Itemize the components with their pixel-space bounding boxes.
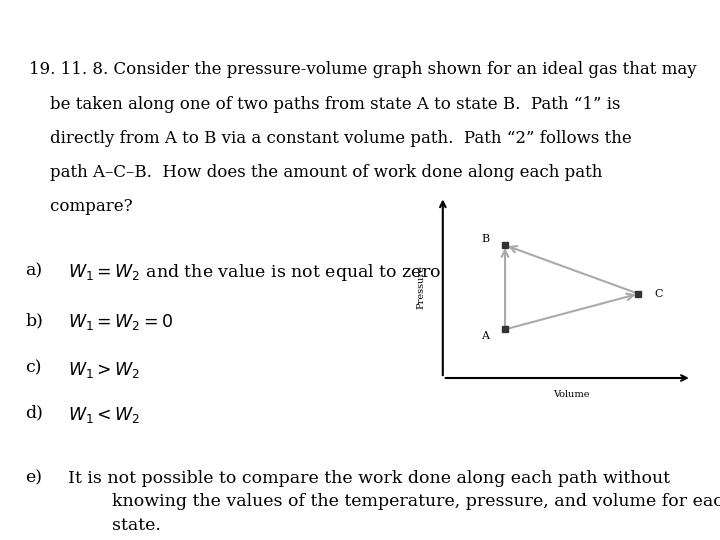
Text: path A–C–B.  How does the amount of work done along each path: path A–C–B. How does the amount of work …: [29, 164, 602, 181]
Text: b): b): [25, 312, 43, 329]
Text: It is not possible to compare the work done along each path without
        know: It is not possible to compare the work d…: [68, 470, 720, 534]
Text: WILEY: WILEY: [52, 9, 125, 30]
Text: C: C: [654, 289, 662, 299]
Text: Volume: Volume: [554, 390, 590, 399]
Text: directly from A to B via a constant volume path.  Path “2” follows the: directly from A to B via a constant volu…: [29, 130, 631, 146]
Text: B: B: [481, 234, 489, 244]
Text: c): c): [25, 360, 42, 376]
Text: A: A: [481, 331, 489, 341]
Text: a): a): [25, 262, 42, 279]
Text: $W_1 > W_2$: $W_1 > W_2$: [68, 360, 141, 380]
Text: e): e): [25, 470, 42, 487]
Text: $W_1 = W_2 = 0$: $W_1 = W_2 = 0$: [68, 312, 174, 332]
Text: Pressure: Pressure: [416, 265, 425, 309]
Text: be taken along one of two paths from state A to state B.  Path “1” is: be taken along one of two paths from sta…: [29, 96, 621, 112]
Text: 19. 11. 8. Consider the pressure-volume graph shown for an ideal gas that may: 19. 11. 8. Consider the pressure-volume …: [29, 62, 696, 78]
Text: $W_1 < W_2$: $W_1 < W_2$: [68, 404, 141, 424]
Text: $W_1 = W_2$ and the value is not equal to zero: $W_1 = W_2$ and the value is not equal t…: [68, 262, 441, 283]
Text: compare?: compare?: [29, 198, 132, 215]
Text: d): d): [25, 404, 43, 422]
